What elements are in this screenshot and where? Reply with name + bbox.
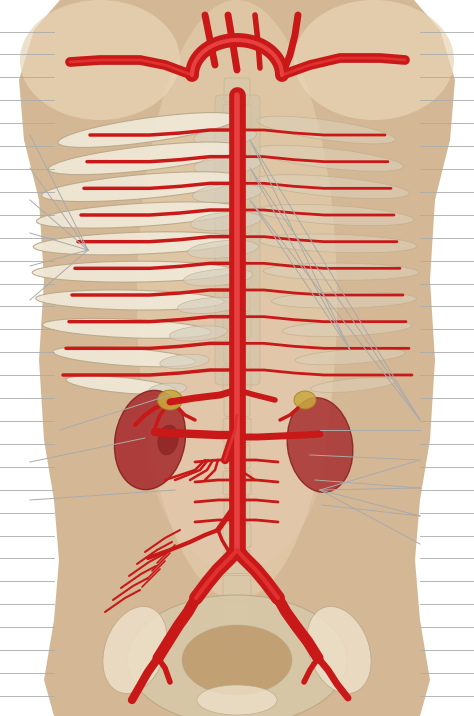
Ellipse shape [42,172,242,202]
Ellipse shape [197,685,277,715]
FancyBboxPatch shape [224,340,250,364]
Ellipse shape [177,297,242,314]
Ellipse shape [307,606,371,694]
Ellipse shape [295,349,405,365]
Ellipse shape [194,155,261,175]
Ellipse shape [43,319,211,339]
FancyBboxPatch shape [223,366,251,390]
Ellipse shape [169,326,228,341]
FancyBboxPatch shape [223,523,251,547]
Ellipse shape [287,398,353,493]
FancyBboxPatch shape [224,235,250,259]
Ellipse shape [255,145,403,171]
Ellipse shape [158,425,178,455]
Ellipse shape [182,625,292,695]
FancyBboxPatch shape [223,105,251,128]
Ellipse shape [127,595,347,716]
Ellipse shape [137,0,337,600]
Ellipse shape [294,0,454,120]
FancyBboxPatch shape [224,183,250,207]
FancyBboxPatch shape [223,261,251,286]
Ellipse shape [256,116,395,144]
Ellipse shape [20,0,180,120]
Ellipse shape [264,263,419,280]
FancyBboxPatch shape [224,288,250,311]
Ellipse shape [255,175,409,198]
Ellipse shape [259,234,417,253]
FancyBboxPatch shape [224,602,250,626]
Ellipse shape [58,112,238,147]
Ellipse shape [188,241,258,258]
Ellipse shape [183,268,253,286]
FancyBboxPatch shape [223,576,251,599]
FancyBboxPatch shape [223,418,251,442]
FancyBboxPatch shape [224,130,250,155]
Polygon shape [19,0,455,716]
Ellipse shape [272,292,417,308]
Ellipse shape [256,204,414,226]
Ellipse shape [114,390,185,490]
Ellipse shape [103,606,167,694]
Ellipse shape [191,212,261,231]
Ellipse shape [53,347,195,367]
FancyBboxPatch shape [223,471,251,495]
Ellipse shape [193,127,256,146]
FancyBboxPatch shape [215,95,260,385]
Ellipse shape [32,261,234,282]
Ellipse shape [33,232,238,255]
Ellipse shape [157,390,182,410]
FancyBboxPatch shape [224,549,250,574]
FancyBboxPatch shape [224,78,250,102]
Ellipse shape [282,320,412,337]
Ellipse shape [66,376,176,395]
FancyBboxPatch shape [224,392,250,416]
Ellipse shape [149,383,187,395]
Ellipse shape [48,142,242,175]
Ellipse shape [310,377,395,392]
FancyBboxPatch shape [223,628,251,652]
FancyBboxPatch shape [223,157,251,180]
Ellipse shape [147,290,327,570]
FancyBboxPatch shape [224,497,250,521]
Ellipse shape [36,290,224,310]
FancyBboxPatch shape [223,314,251,338]
FancyBboxPatch shape [224,445,250,469]
Ellipse shape [192,183,262,203]
Ellipse shape [36,202,242,228]
Ellipse shape [160,354,209,369]
FancyBboxPatch shape [223,209,251,233]
Ellipse shape [294,391,316,409]
